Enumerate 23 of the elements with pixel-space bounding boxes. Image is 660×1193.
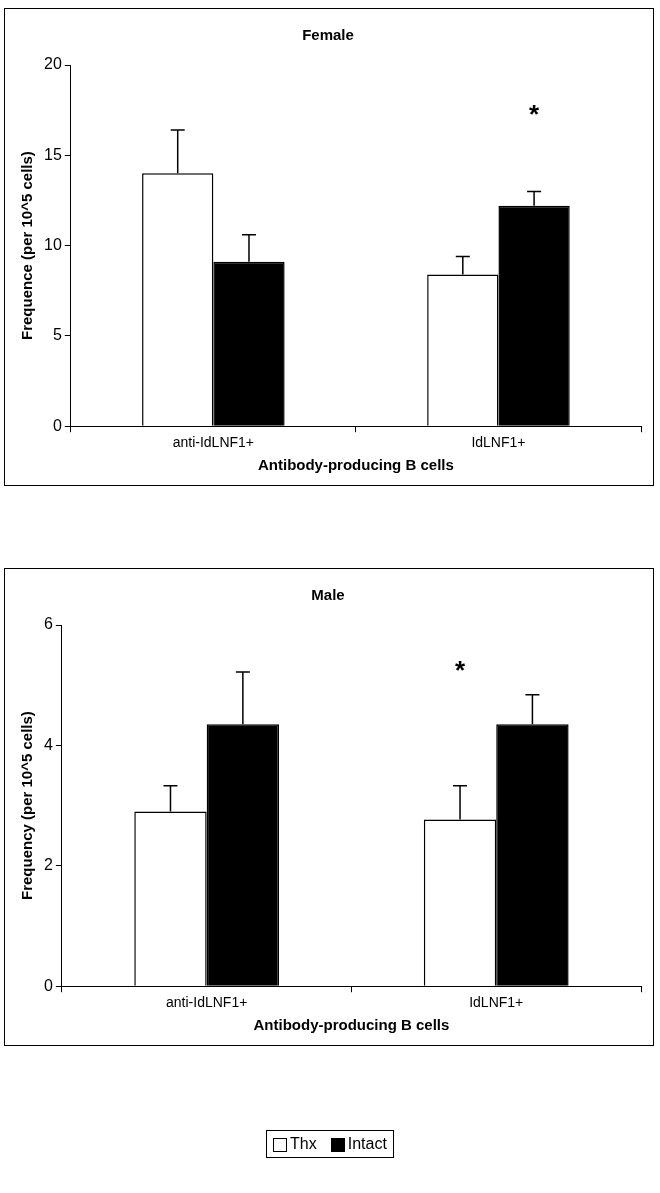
y-tick-label: 10 — [44, 236, 62, 254]
legend-label: Thx — [289, 1135, 317, 1153]
chart-title: Male — [311, 586, 345, 604]
y-tick-label: 0 — [43, 976, 53, 994]
annotation: * — [454, 655, 466, 686]
x-tick-label: IdLNF1+ — [471, 434, 526, 451]
x-tick-label: anti-IdLNF1+ — [166, 994, 248, 1011]
x-axis-title: Antibody-producing B cells — [253, 1016, 450, 1034]
y-axis-title: Frequence (per 10^5 cells) — [18, 151, 36, 341]
legend-label: Intact — [346, 1135, 387, 1153]
y-tick-label: 2 — [43, 856, 53, 874]
annotation: * — [529, 98, 541, 129]
y-tick-label: 6 — [43, 615, 53, 633]
x-tick-label: IdLNF1+ — [469, 994, 524, 1011]
y-axis-title: Frequency (per 10^5 cells) — [18, 711, 36, 901]
x-axis-title: Antibody-producing B cells — [257, 456, 454, 474]
x-tick-label: anti-IdLNF1+ — [172, 434, 255, 451]
y-tick-label: 20 — [44, 55, 62, 73]
y-tick-label: 5 — [52, 326, 62, 344]
y-tick-label: 15 — [44, 145, 62, 163]
y-tick-label: 0 — [52, 416, 62, 434]
y-tick-label: 4 — [43, 735, 53, 753]
chart-title: Female — [302, 26, 354, 44]
